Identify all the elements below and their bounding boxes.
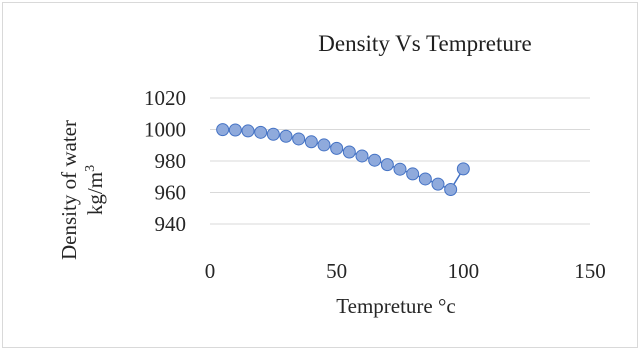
chart-title: Density Vs Tempreture (318, 31, 531, 56)
x-tick-label: 100 (448, 259, 480, 283)
y-axis-label-line2: kg/m3 (83, 165, 107, 215)
data-point (418, 172, 432, 186)
y-tick-label: 1020 (144, 86, 186, 110)
data-point (317, 138, 331, 152)
data-point (355, 149, 369, 163)
data-series (216, 123, 470, 197)
data-point (330, 141, 344, 155)
data-point (368, 153, 382, 167)
data-point (406, 167, 420, 181)
data-point (254, 125, 268, 139)
data-point (342, 145, 356, 159)
y-axis-ticks: 940 960 980 1000 1020 (144, 86, 186, 236)
data-point (292, 132, 306, 146)
y-tick-label: 940 (155, 212, 187, 236)
x-axis-ticks: 0 50 100 150 (205, 259, 606, 283)
x-axis-label: Tempreture °c (336, 294, 455, 318)
data-point (380, 158, 394, 172)
data-point (393, 162, 407, 176)
data-point (444, 183, 458, 197)
data-point (228, 123, 242, 137)
data-point (266, 127, 280, 141)
data-point (279, 129, 293, 143)
data-point (456, 162, 470, 176)
y-axis-label-unit: kg/m (83, 172, 107, 215)
data-point (216, 123, 230, 137)
data-point (241, 124, 255, 138)
gridlines (210, 97, 590, 225)
x-tick-label: 150 (574, 259, 606, 283)
data-point (304, 135, 318, 149)
y-axis-label: Density of water kg/m3 (57, 120, 107, 260)
y-tick-label: 1000 (144, 118, 186, 142)
chart-area (2, 2, 638, 348)
x-tick-label: 50 (326, 259, 347, 283)
y-axis-label-line1: Density of water (57, 120, 81, 260)
y-tick-label: 980 (155, 149, 187, 173)
y-tick-label: 960 (155, 181, 187, 205)
x-tick-label: 0 (205, 259, 216, 283)
data-point (431, 177, 445, 191)
y-axis-label-superscript: 3 (83, 165, 98, 172)
